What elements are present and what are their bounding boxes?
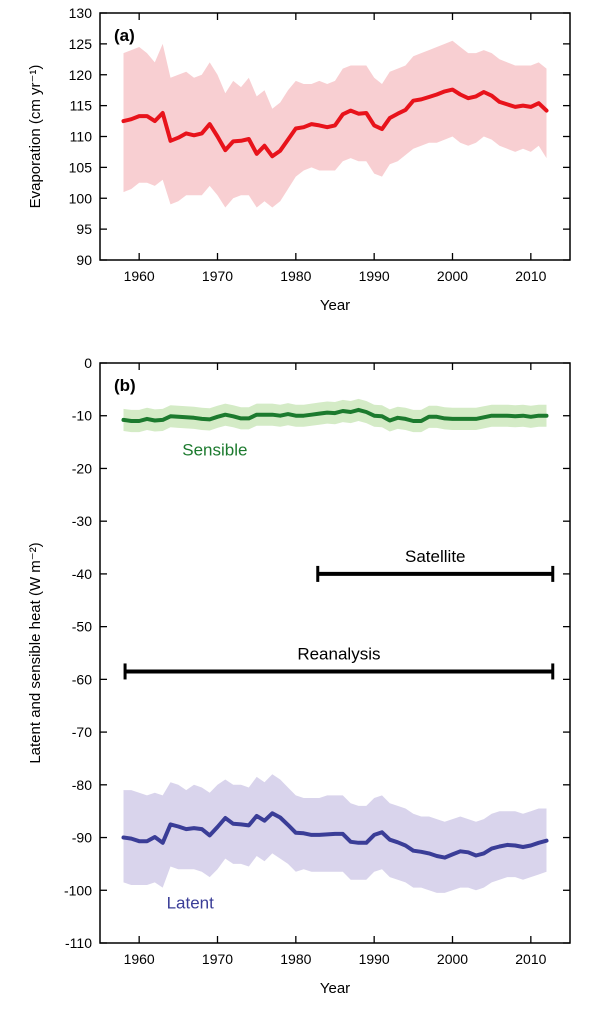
panel-b-x-tick-label: 1960 [124, 951, 155, 967]
panel-a: 1960 1970 1980 1990 2000 2010 90 95 100 105 110 115… [27, 5, 570, 314]
panel-a-y-tick-label: 120 [69, 67, 93, 83]
panel-a-x-axis-title: Year [320, 297, 350, 314]
panel-a-y-tick-label: 105 [69, 159, 93, 175]
panel-b-y-tick-label: -40 [72, 566, 92, 582]
panel-b-y-axis-title: Latent and sensible heat (W m⁻²) [27, 542, 44, 763]
panel-a-y-axis-title: Evaporation (cm yr⁻¹) [27, 65, 44, 209]
panel-a-x-tick-label: 1960 [124, 268, 155, 284]
panel-b-series-label-latent: Latent [167, 894, 215, 913]
panel-b-x-axis-title: Year [320, 980, 350, 997]
panel-b-x-tick-label: 1970 [202, 951, 233, 967]
panel-b-y-tick-label: -20 [72, 460, 92, 476]
panel-b-y-tick-label: -110 [65, 935, 92, 951]
panel-b-interval-label-satellite: Satellite [405, 547, 465, 566]
panel-a-x-tick-label: 1980 [280, 268, 311, 284]
panel-a-x-tick-label: 1990 [359, 268, 390, 284]
panel-b-interval-label-reanalysis: Reanalysis [297, 644, 380, 663]
panel-a-y-tick-label: 100 [69, 190, 93, 206]
panel-b-y-tick-label: -50 [72, 619, 92, 635]
panel-b-interval-reanalysis: Reanalysis [125, 644, 553, 679]
panel-a-x-tick-label: 2010 [515, 268, 546, 284]
panel-b-y-tick-label: -90 [72, 830, 92, 846]
panel-b: Satellite Reanalysis Sensible Latent 1960 197… [27, 355, 570, 997]
panel-a-y-tick-label: 125 [69, 36, 93, 52]
panel-b-y-tick-label: -70 [72, 724, 92, 740]
panel-b-y-tick-label: -10 [72, 408, 92, 424]
panel-b-interval-satellite: Satellite [318, 547, 553, 582]
panel-a-x-tick-label: 1970 [202, 268, 233, 284]
panel-b-y-tick-label: -30 [72, 513, 92, 529]
panel-b-label: (b) [114, 376, 136, 395]
panel-a-x-tick-label: 2000 [437, 268, 468, 284]
panel-b-series-label-sensible: Sensible [182, 440, 247, 459]
panel-b-y-tick-label: 0 [84, 355, 92, 371]
panel-b-x-tick-label: 1990 [359, 951, 390, 967]
panel-a-y-tick-label: 115 [70, 98, 93, 114]
panel-b-y-tick-label: -100 [64, 882, 92, 898]
panel-a-label: (a) [114, 26, 135, 45]
panel-b-y-tick-label: -60 [72, 671, 92, 687]
panel-a-y-tick-label: 95 [76, 221, 92, 237]
panel-b-x-tick-label: 2010 [515, 951, 546, 967]
panel-b-y-tick-label: -80 [72, 777, 92, 793]
panel-a-y-tick-label: 110 [70, 129, 93, 145]
panel-b-x-tick-label: 1980 [280, 951, 311, 967]
panel-a-y-tick-label: 130 [69, 5, 93, 21]
panel-a-y-tick-label: 90 [76, 252, 92, 268]
panel-b-x-tick-label: 2000 [437, 951, 468, 967]
